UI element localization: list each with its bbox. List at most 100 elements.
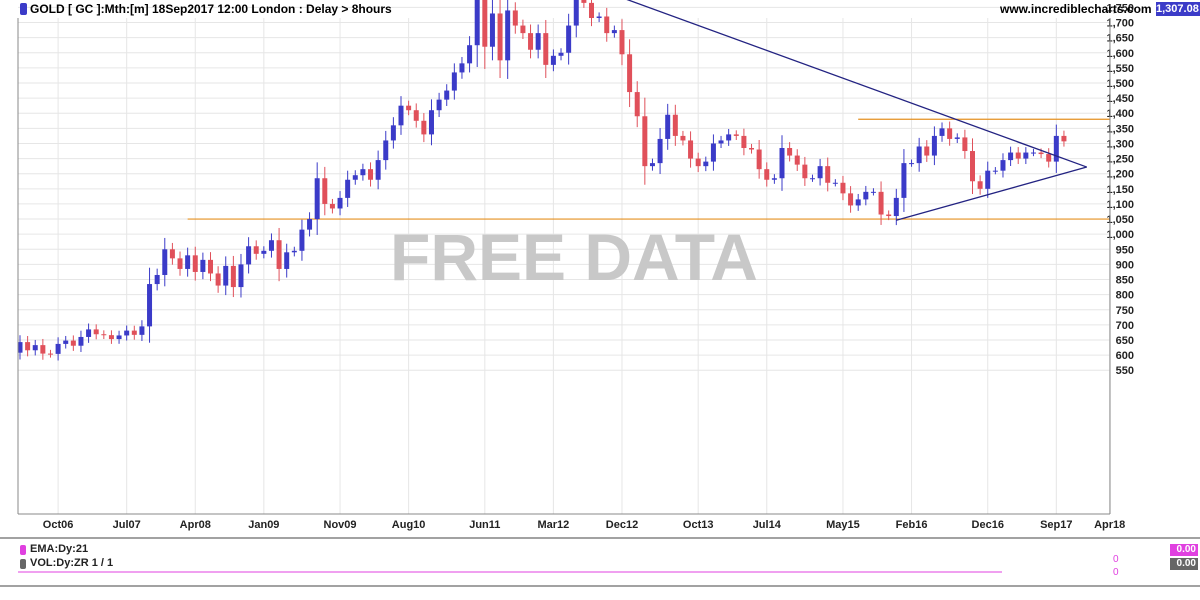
candle-body <box>139 326 145 335</box>
candle-body <box>406 105 412 111</box>
candle-body <box>162 249 168 275</box>
chart-grid <box>18 6 1111 514</box>
y-tick-label: 1,200 <box>1106 169 1134 181</box>
y-tick-label: 1,250 <box>1106 154 1134 166</box>
candle-body <box>337 197 343 209</box>
y-tick-label: 1,700 <box>1106 18 1134 30</box>
candle-body <box>428 110 434 135</box>
candle-body <box>787 148 793 156</box>
candle-body <box>710 143 716 162</box>
candle-body <box>794 155 800 165</box>
candle-body <box>63 340 69 344</box>
y-tick-label: 1,600 <box>1106 48 1134 60</box>
candle-body <box>1023 152 1029 159</box>
candle-body <box>360 169 366 176</box>
candle-body <box>93 329 99 335</box>
candle-body <box>261 250 267 254</box>
candle-body <box>611 30 617 34</box>
candle-body <box>954 137 960 139</box>
candle-body <box>101 334 107 336</box>
y-tick-label: 900 <box>1116 259 1134 271</box>
candle-body <box>177 258 183 269</box>
y-tick-label: 1,300 <box>1106 138 1134 150</box>
candle-body <box>604 16 610 34</box>
candle-body <box>939 128 945 136</box>
candle-body <box>749 148 755 150</box>
candle-body <box>596 16 602 19</box>
candle-body <box>489 13 495 47</box>
x-tick-label: Apr08 <box>180 519 211 531</box>
candle-body <box>977 181 983 189</box>
candle-body <box>718 140 724 144</box>
x-axis: Oct06 Jul07 Apr08 Jan09 Nov09 Aug10 Jun11 Mar12… <box>43 519 1125 531</box>
candle-body <box>368 169 374 180</box>
candle-body <box>878 191 884 215</box>
candle-body <box>886 214 892 217</box>
candle-body <box>901 163 907 198</box>
candle-body <box>924 146 930 156</box>
y-tick-label: 1,500 <box>1106 78 1134 90</box>
y-tick-label: 1,400 <box>1106 108 1134 120</box>
candle-body <box>566 25 572 53</box>
y-tick-label: 850 <box>1116 275 1134 287</box>
candle-body <box>116 335 122 340</box>
candle-body <box>451 72 457 91</box>
candle-body <box>695 158 701 167</box>
candle-body <box>947 128 953 139</box>
candle-body <box>86 329 92 337</box>
candle-body <box>688 140 694 159</box>
x-tick-label: Jul07 <box>113 519 141 531</box>
candle-body <box>40 345 46 354</box>
x-tick-label: Dec12 <box>606 519 638 531</box>
candle-body <box>825 166 831 183</box>
candle-body <box>314 178 320 220</box>
candle-body <box>345 179 351 198</box>
x-tick-label: Apr18 <box>1094 519 1125 531</box>
x-tick-label: Aug10 <box>392 519 426 531</box>
candle-body <box>733 134 739 136</box>
candle-body <box>291 250 297 253</box>
y-tick-label: 1,450 <box>1106 93 1134 105</box>
candle-body <box>970 151 975 182</box>
y-tick-label: 1,350 <box>1106 123 1134 135</box>
y-tick-label: 1,000 <box>1106 229 1134 241</box>
candle-body <box>1030 152 1036 154</box>
candle-body <box>916 146 922 164</box>
symbol-marker <box>20 3 27 15</box>
candle-body <box>238 264 244 288</box>
candle-body <box>208 259 213 274</box>
candle-body <box>558 52 564 56</box>
candle-body <box>1061 135 1067 142</box>
candle-body <box>17 342 23 353</box>
y-tick-label: 550 <box>1116 365 1134 377</box>
x-tick-label: Dec16 <box>972 519 1004 531</box>
ema-marker <box>20 545 26 555</box>
candle-body <box>169 249 175 259</box>
site-name[interactable]: www.incrediblecharts.com <box>1000 2 1152 16</box>
candle-body <box>931 135 937 156</box>
candle-body <box>383 140 389 161</box>
candle-body <box>307 219 313 230</box>
candle-body <box>352 175 358 180</box>
vol-label[interactable]: VOL:Dy:ZR 1 / 1 <box>30 557 114 569</box>
candle-body <box>444 90 450 100</box>
y-axis: 550 600 650 700 750 800 850 900 950 1,000 1,050 1,1… <box>1106 2 1134 377</box>
candle-body <box>1046 154 1052 162</box>
candle-body <box>474 0 480 46</box>
last-price-badge: 1,307.08 <box>1156 2 1200 16</box>
y-tick-label: 750 <box>1116 305 1134 317</box>
candle-body <box>32 345 38 351</box>
candle-body <box>459 63 465 73</box>
candle-body <box>1053 135 1059 162</box>
candle-body <box>817 166 823 179</box>
ema-zero-label: 0 <box>1113 554 1119 565</box>
candle-body <box>909 163 915 165</box>
ema-label[interactable]: EMA:Dy:21 <box>30 543 89 555</box>
chart-title: GOLD [ GC ]:Mth:[m] 18Sep2017 12:00 Lond… <box>30 2 392 16</box>
candle-body <box>703 161 709 167</box>
y-tick-label: 1,050 <box>1106 214 1134 226</box>
candle-body <box>108 335 114 340</box>
candle-body <box>147 284 153 327</box>
candle-body <box>124 330 130 336</box>
